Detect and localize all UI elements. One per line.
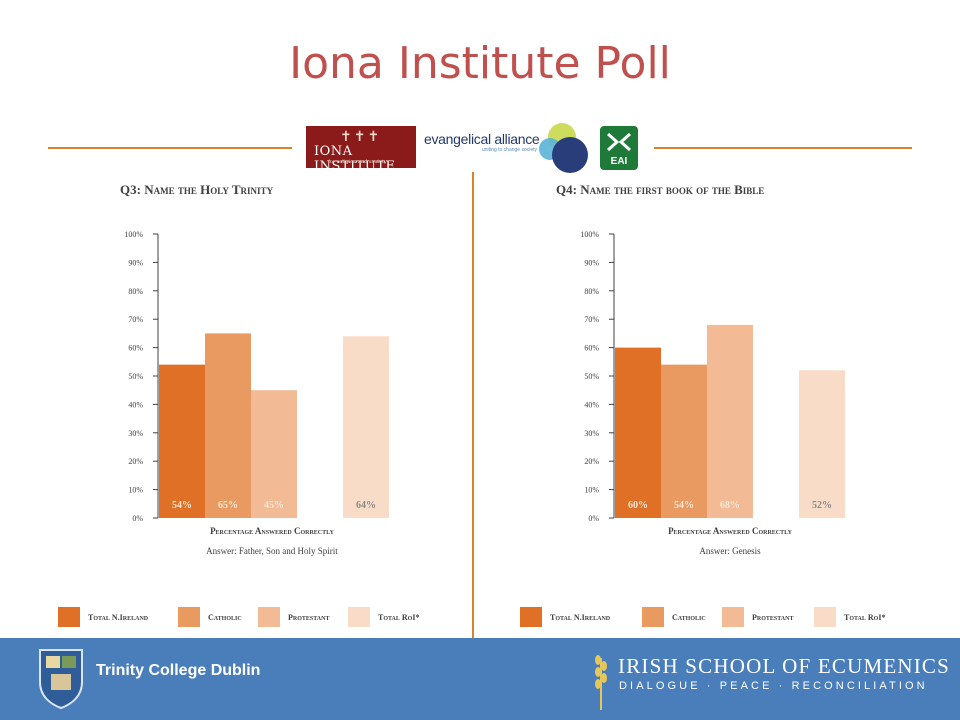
y-tick-label: 20% xyxy=(128,457,143,466)
iona-institute-logo: ✝✝✝ IONA INSTITUTE for religion and soci… xyxy=(306,126,416,174)
y-tick-label: 70% xyxy=(584,315,599,324)
header-rule-right xyxy=(654,147,912,149)
bar-value-label: 60% xyxy=(628,500,648,511)
answer-label: Answer: Genesis xyxy=(699,546,761,556)
x-axis-label: Percentage Answered Correctly xyxy=(210,526,335,536)
iona-logo-tagline: for religion and society xyxy=(328,159,387,165)
legend-label: Catholic xyxy=(672,613,706,622)
ise-subtitle: DIALOGUE · PEACE · RECONCILIATION xyxy=(619,680,928,692)
bar-1 xyxy=(661,364,707,518)
bar-2 xyxy=(707,324,753,518)
y-tick-label: 0% xyxy=(588,514,599,523)
y-tick-label: 100% xyxy=(124,230,143,239)
y-tick-label: 10% xyxy=(584,486,599,495)
bar-value-label: 68% xyxy=(720,500,740,511)
bar-3 xyxy=(343,336,389,518)
bar-1 xyxy=(205,333,251,518)
legend-swatch xyxy=(258,607,280,627)
bar-value-label: 65% xyxy=(218,500,238,511)
header-rule-left xyxy=(48,147,292,149)
bar-value-label: 45% xyxy=(264,500,284,511)
chart-divider xyxy=(472,172,474,638)
legend-label: Catholic xyxy=(208,613,242,622)
answer-label: Answer: Father, Son and Holy Spirit xyxy=(206,546,338,556)
evangelical-logo-text: evangelical alliance xyxy=(424,131,540,147)
eai-logo-text: EAI xyxy=(610,156,628,167)
footer-bar: Trinity College Dublin IRISH SCHOOL OF E… xyxy=(0,638,960,720)
eai-arrows-icon xyxy=(607,132,631,152)
y-tick-label: 30% xyxy=(128,429,143,438)
legend-swatch xyxy=(520,607,542,627)
legend-label: Protestant xyxy=(752,613,794,622)
bar-0 xyxy=(615,347,661,518)
y-tick-label: 60% xyxy=(584,344,599,353)
y-tick-label: 40% xyxy=(128,400,143,409)
bar-value-label: 64% xyxy=(356,500,376,511)
y-tick-label: 80% xyxy=(128,287,143,296)
y-tick-label: 70% xyxy=(128,315,143,324)
ise-title: IRISH SCHOOL OF ECUMENICS xyxy=(618,654,951,678)
evangelical-alliance-logo: evangelical alliance uniting to change s… xyxy=(424,119,596,175)
iona-crosses-icon: ✝✝✝ xyxy=(340,129,382,145)
legend-label: Total N.Ireland xyxy=(550,613,611,622)
legend-label: Total RoI* xyxy=(378,613,420,622)
y-tick-label: 0% xyxy=(132,514,143,523)
y-tick-label: 80% xyxy=(584,287,599,296)
y-tick-label: 50% xyxy=(128,372,143,381)
bar-2 xyxy=(251,390,297,518)
legend-q3: Total N.Ireland Catholic Protestant Tota… xyxy=(58,607,458,629)
bar-0 xyxy=(159,364,205,518)
legend-swatch xyxy=(642,607,664,627)
bar-3 xyxy=(799,370,845,518)
chart-q3: 0% 10% 20% 30% 40% 50% 60% 70% 80% 90% 100% 54% 65% 4… xyxy=(124,230,389,556)
y-tick-label: 90% xyxy=(128,258,143,267)
legend-swatch xyxy=(722,607,744,627)
legend-label: Total RoI* xyxy=(844,613,886,622)
chart-q4: 0% 10% 20% 30% 40% 50% 60% 70% 80% 90% 100% 60% 54% 6… xyxy=(580,230,845,556)
x-axis-label: Percentage Answered Correctly xyxy=(668,526,793,536)
y-tick-label: 50% xyxy=(584,372,599,381)
evangelical-circles-icon xyxy=(539,123,588,173)
bar-value-label: 54% xyxy=(172,500,192,511)
bar-value-label: 54% xyxy=(674,500,694,511)
legend-swatch xyxy=(178,607,200,627)
y-tick-label: 90% xyxy=(584,258,599,267)
legend-label: Total N.Ireland xyxy=(88,613,149,622)
legend-swatch xyxy=(814,607,836,627)
y-tick-label: 20% xyxy=(584,457,599,466)
evangelical-logo-tagline: uniting to change society xyxy=(482,147,538,153)
legend-swatch xyxy=(348,607,370,627)
legend-swatch xyxy=(58,607,80,627)
chart-q3-title: Q3: Name the Holy Trinity xyxy=(120,182,274,197)
y-tick-label: 30% xyxy=(584,429,599,438)
page-title: Iona Institute Poll xyxy=(289,38,671,89)
wheat-icon xyxy=(595,655,607,710)
iona-logo-text: IONA INSTITUTE xyxy=(314,144,396,174)
y-tick-label: 10% xyxy=(128,486,143,495)
legend-q4: Total N.Ireland Catholic Protestant Tota… xyxy=(520,607,920,629)
trinity-college-label: Trinity College Dublin xyxy=(96,662,261,679)
y-tick-label: 40% xyxy=(584,400,599,409)
eai-logo: EAI xyxy=(600,126,638,170)
bar-value-label: 52% xyxy=(812,500,832,511)
y-tick-label: 100% xyxy=(580,230,599,239)
y-tick-label: 60% xyxy=(128,344,143,353)
legend-label: Protestant xyxy=(288,613,330,622)
chart-q4-title: Q4: Name the first book of the Bible xyxy=(556,182,765,197)
trinity-crest-icon xyxy=(39,649,83,710)
